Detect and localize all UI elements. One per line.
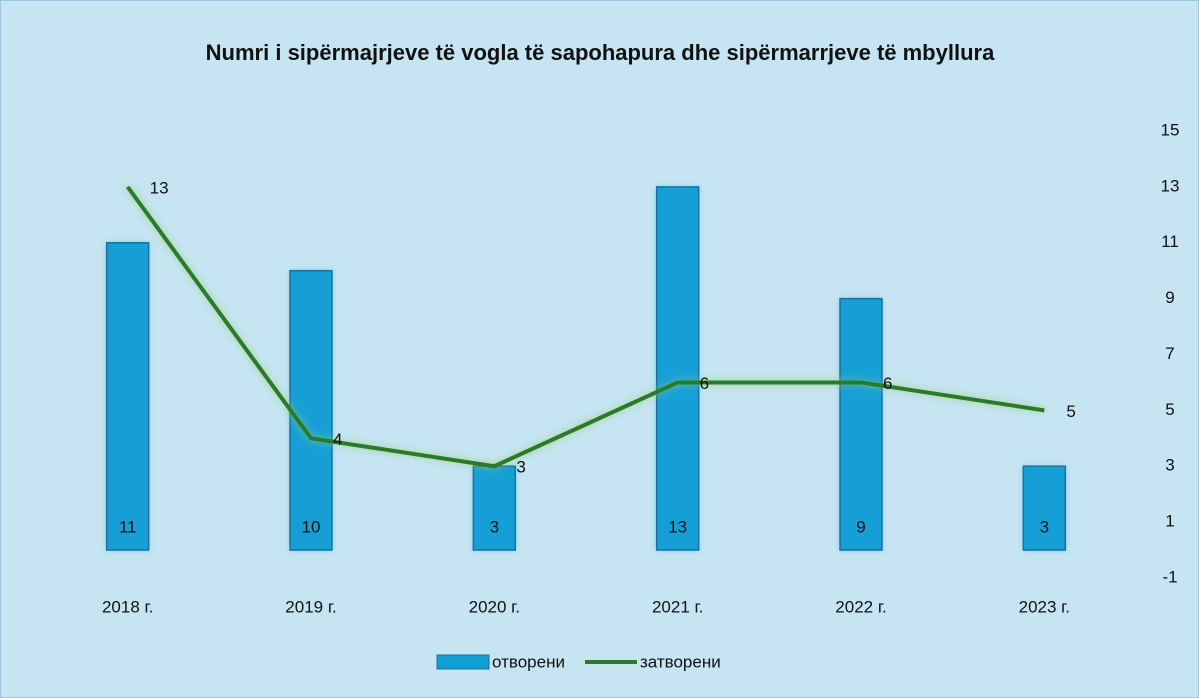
- y-tick-label: 3: [1165, 456, 1174, 475]
- y-tick-label: 1: [1165, 512, 1174, 531]
- line-value-label: 13: [150, 178, 169, 197]
- x-tick-label: 2018 г.: [102, 597, 153, 616]
- line-value-label: 6: [700, 374, 709, 393]
- bar-value-label: 9: [856, 517, 865, 536]
- x-tick-label: 2020 г.: [469, 597, 520, 616]
- y-tick-label: 9: [1165, 288, 1174, 307]
- legend-swatch: [436, 654, 490, 670]
- legend-label: отворени: [492, 652, 565, 671]
- x-tick-label: 2019 г.: [285, 597, 336, 616]
- chart-title: Numri i sipërmajrjeve të vogla të sapoha…: [205, 40, 995, 65]
- bar-value-label: 10: [302, 517, 321, 536]
- y-tick-label: 7: [1165, 344, 1174, 363]
- x-tick-label: 2021 г.: [652, 597, 703, 616]
- y-tick-label: 11: [1161, 232, 1179, 251]
- x-tick-label: 2022 г.: [835, 597, 886, 616]
- y-tick-label: 5: [1165, 400, 1174, 419]
- bar: [839, 297, 883, 551]
- y-tick-label: 15: [1161, 120, 1180, 139]
- y-tick-label: -1: [1162, 567, 1177, 586]
- bar: [1022, 465, 1067, 551]
- line-value-label: 6: [883, 374, 892, 393]
- bar: [472, 465, 517, 551]
- y-tick-label: 13: [1161, 176, 1180, 195]
- line-value-label: 5: [1066, 402, 1075, 421]
- line-value-label: 4: [333, 430, 342, 449]
- bar-value-label: 13: [668, 517, 687, 536]
- x-tick-label: 2023 г.: [1019, 597, 1070, 616]
- bar-value-label: 3: [490, 517, 499, 536]
- bar: [105, 242, 150, 551]
- line-value-label: 3: [516, 458, 525, 477]
- bar: [655, 186, 700, 551]
- bar-value-label: 3: [1040, 517, 1049, 536]
- legend-label: затворени: [640, 652, 721, 671]
- bar-value-label: 11: [119, 517, 137, 536]
- line: [126, 185, 1045, 469]
- bar: [289, 269, 333, 551]
